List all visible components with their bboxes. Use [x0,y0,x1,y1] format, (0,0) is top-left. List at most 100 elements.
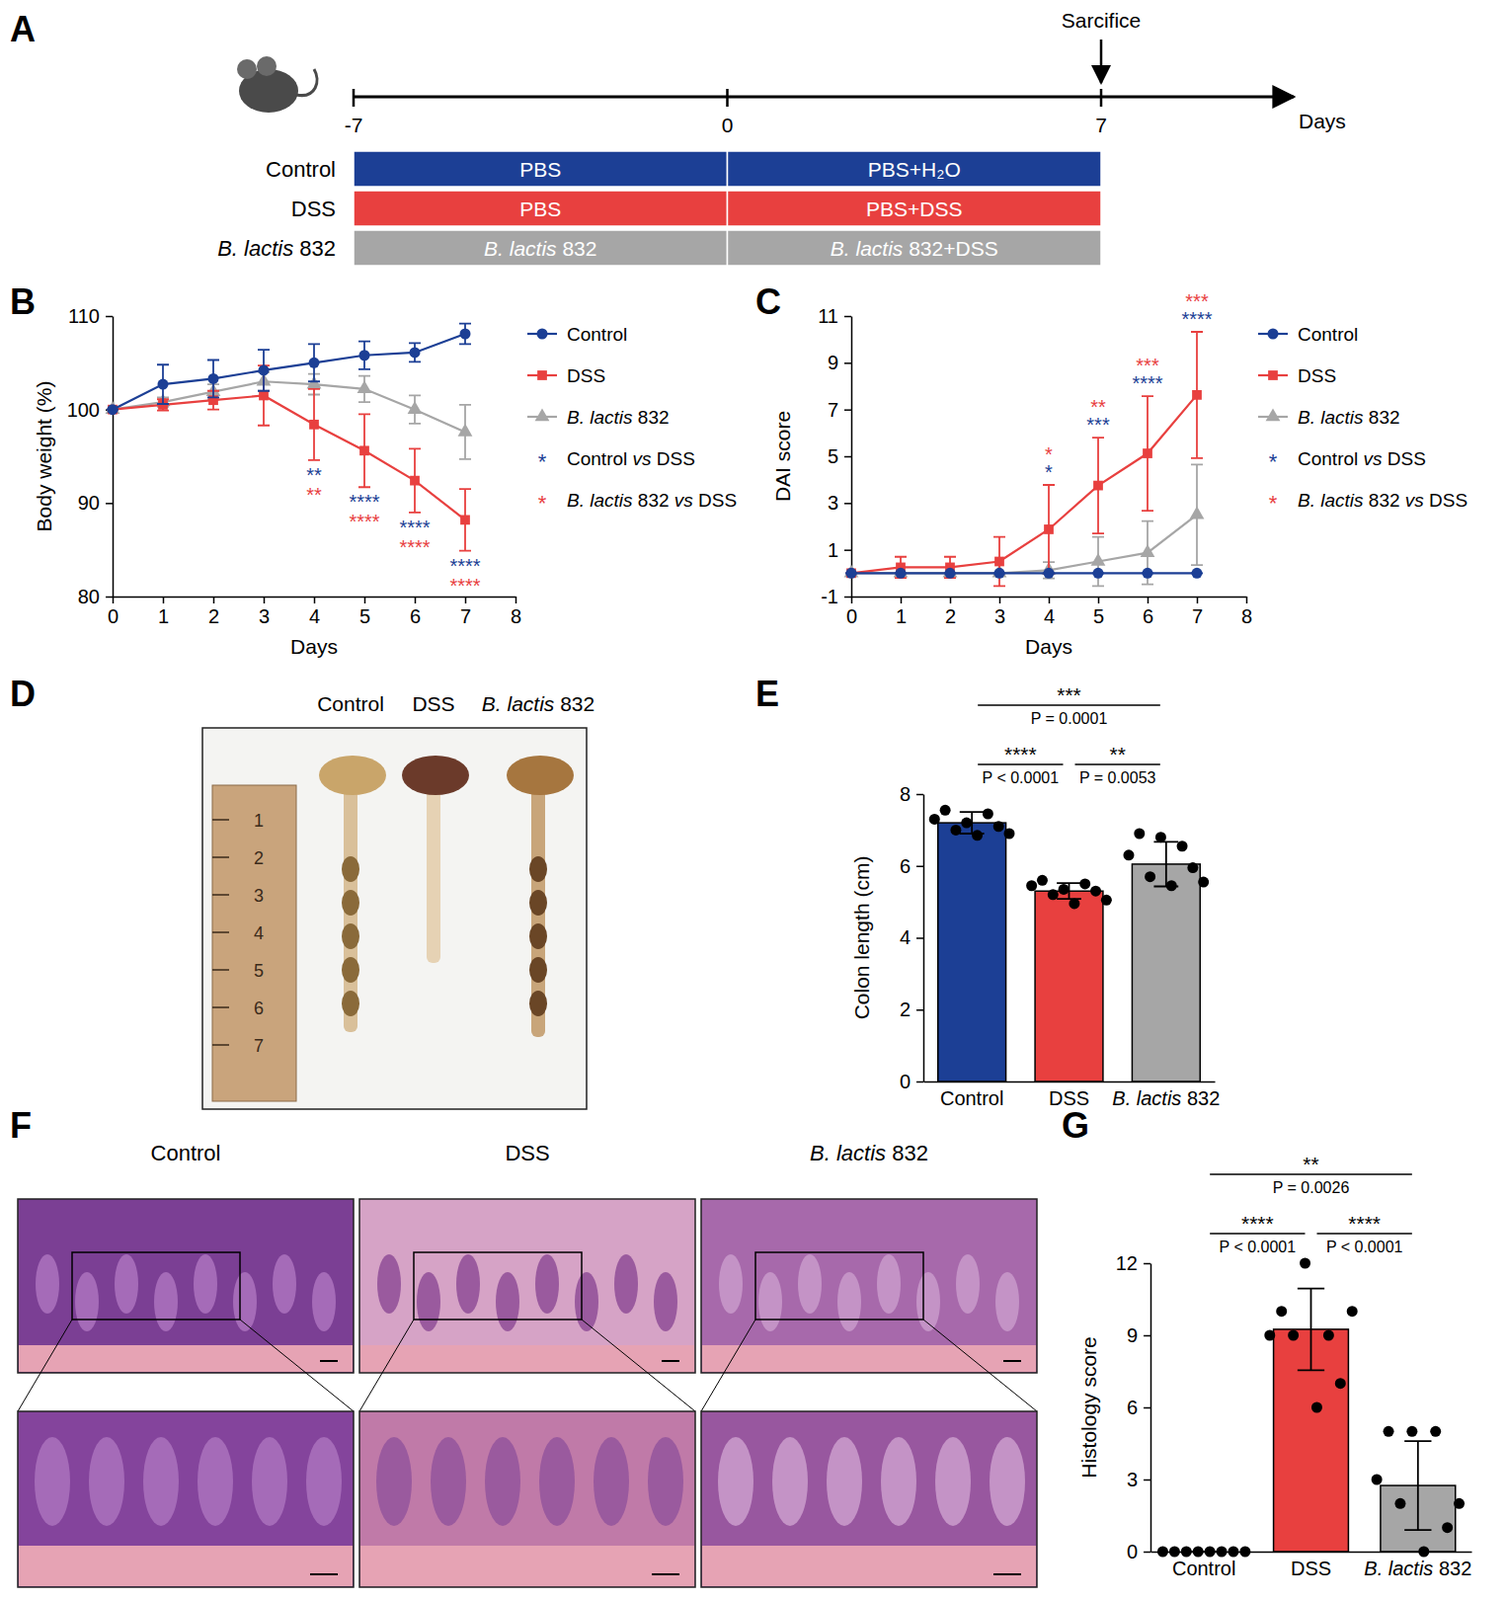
tick: 3 [994,596,1006,628]
legend-label: B. lactis 832 vs DSS [1297,489,1468,511]
marker [895,567,907,579]
data-point [1026,879,1037,891]
data-point [1068,897,1080,909]
tick: 9 [827,351,852,374]
text-part: Control [566,448,634,470]
image-title: DSS [504,1140,550,1166]
pellet [341,889,360,916]
text-part: 832 [1432,1557,1472,1580]
tick-label: 2 [945,605,956,628]
marker [460,327,472,339]
crypt [876,1254,901,1314]
data-point [1335,1377,1347,1389]
tick-mark [105,316,113,318]
tick: 8 [1241,596,1253,628]
error-bar [408,448,421,512]
text-part: PBS+H₂O [868,158,961,181]
bar [1131,864,1200,1082]
data-point [1133,828,1145,840]
error-bar [1190,331,1203,459]
tick-mark [999,596,1002,604]
text-part: DSS [1424,489,1468,511]
photo-label: Control [317,692,385,715]
marker [1093,480,1104,491]
text-part: B. lactis [1297,406,1364,428]
text-part: PBS [519,197,561,221]
crypt [772,1436,808,1526]
tick-label: 1 [158,605,169,628]
legend-symbol: * [1268,490,1278,516]
text-part: 5 [253,960,264,981]
text-part: Control [1297,323,1358,345]
crypt [995,1271,1020,1332]
marker [309,419,319,430]
ruler-tick [212,931,230,934]
text-part: vs [633,448,653,470]
text-part: **** [449,554,480,577]
zoom-line [701,1319,756,1412]
row-label: B. lactis 832 [217,236,336,261]
tick-label: DSS [1290,1557,1332,1580]
tick-label: 4 [309,605,320,628]
text-part: B. lactis [483,237,557,260]
pellet [529,956,548,983]
error-bar [1092,437,1105,534]
tick-mark [1143,1335,1151,1338]
significance-stars: ** [1109,742,1125,766]
tick-mark [364,596,367,604]
crypt [312,1271,336,1332]
panel-label: C [755,281,782,322]
crypt [989,1436,1026,1526]
significance-label: **** [449,574,480,597]
text-part: *** [1185,290,1209,313]
crypt [456,1254,480,1314]
tick-label: 0 [1126,1540,1138,1563]
data-point [1166,879,1178,891]
error-bar [257,349,270,392]
data-point [1079,877,1091,889]
text-part: Control [265,157,336,182]
photo-label: B. lactis 832 [481,692,595,715]
data-point [1004,828,1016,840]
ruler-label: 5 [253,960,264,981]
image-title: Control [151,1140,222,1166]
tick-mark [1143,1551,1151,1554]
crypt [484,1436,521,1526]
text-part: B. lactis [481,692,555,715]
crypt [376,1436,412,1526]
marker [409,346,421,358]
text-part: B [9,281,36,322]
tick-mark [1098,596,1101,604]
tick-label: 2 [208,605,220,628]
inset-box [72,1252,240,1320]
tick-label: 9 [827,351,839,374]
legend-label: Control [566,323,628,345]
marker [1091,553,1107,566]
tick-label: 4 [1043,605,1055,628]
data-point [1155,831,1167,843]
y-axis-title: Colon length (cm) [850,856,873,1021]
x-axis-title: Days [1025,634,1073,658]
tick-label: 6 [409,605,421,628]
y-axis-title: Body weight (%) [32,381,56,533]
tick-label: 7 [460,605,472,628]
p-value: P = 0.0001 [1030,710,1109,727]
text-part: **** [398,536,430,558]
pellet [341,956,360,983]
scale-bar [661,1359,680,1362]
text-part: 832 [633,406,670,428]
text-part: Body weight (%) [32,381,56,533]
data-point [1204,1546,1216,1558]
tick: 1 [158,596,169,628]
data-point [1275,1305,1287,1317]
photo: 1234567 [202,727,587,1110]
legend-marker [537,370,548,381]
tick-mark [844,502,852,505]
marker [309,357,320,369]
phase-label: PBS+H₂O [868,158,961,181]
scale-bar [310,1573,338,1576]
crypt [430,1436,467,1526]
pellet [529,990,548,1017]
data-point [1239,1546,1251,1558]
text-part: 3 [253,885,264,906]
